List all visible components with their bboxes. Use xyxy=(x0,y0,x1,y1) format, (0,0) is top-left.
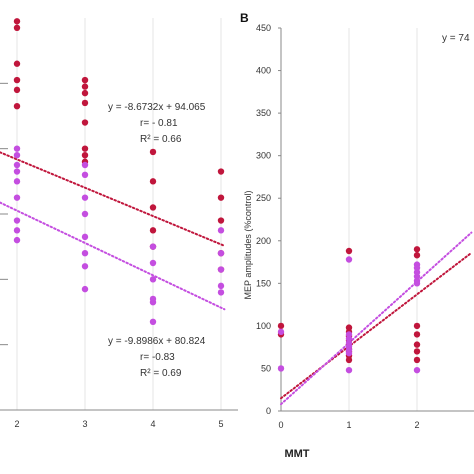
panel-a-series-2-point xyxy=(81,285,89,293)
panel-a-series-1-point xyxy=(149,204,157,211)
panel-a-equation-1-line: R² = 0.66 xyxy=(140,134,182,145)
panel-b-series-2-point xyxy=(345,366,353,374)
panel-b-y-tick-label: 50 xyxy=(261,363,271,373)
panel-b-series-2-point xyxy=(277,328,285,336)
panel-b-y-tick-label: 350 xyxy=(256,108,271,118)
panel-a-series-2-point xyxy=(149,299,157,306)
panel-b-series-1-point xyxy=(413,246,421,253)
panel-a-series-2-point xyxy=(81,171,89,178)
panel-a: 2 3 4 5 y = -8.6732x + 94.065 r= - 0.81 R² = 0… xyxy=(0,18,238,429)
panel-b-trendline-2 xyxy=(280,231,473,406)
panel-b-series-1-point xyxy=(413,322,421,330)
panel-a-x-tick-label: 3 xyxy=(82,419,87,429)
panel-b-y-tick-label: 400 xyxy=(256,66,271,76)
panel-a-series-1-point xyxy=(217,168,225,175)
panel-a-series-1-point xyxy=(217,217,225,224)
panel-a-series-2-point xyxy=(81,194,89,201)
panel-a-series-1-point xyxy=(13,103,21,110)
panel-a-series-2-point xyxy=(217,250,225,257)
panel-a-series-2-point xyxy=(149,259,157,267)
panel-a-equation-2-line: r= -0.83 xyxy=(140,352,175,363)
panel-a-series-2-point xyxy=(13,168,21,175)
panel-a-series-2-point xyxy=(13,145,21,152)
panel-b-series-2-point xyxy=(345,349,353,357)
panel-a-series-1-point xyxy=(81,152,89,159)
panel-a-series-1-point xyxy=(81,89,89,97)
panel-a-equation-2-line: R² = 0.69 xyxy=(140,368,182,379)
panel-b-trendline-1 xyxy=(280,251,473,400)
panel-b-y-tick-label: 150 xyxy=(256,278,271,288)
panel-a-series-2-point xyxy=(149,318,157,325)
panel-a-series-1-point xyxy=(81,119,89,126)
panel-a-equation-1-line: y = -8.6732x + 94.065 xyxy=(108,102,206,113)
panel-a-series-2-point xyxy=(149,243,157,250)
panel-b-y-axis-title: MEP amplitudes (%control) xyxy=(243,191,253,300)
panel-a-series-1-point xyxy=(13,18,21,25)
panel-b-series-1-point xyxy=(345,356,353,364)
panel-a-series-2-point xyxy=(217,289,225,296)
panel-a-series-1-point xyxy=(81,145,89,152)
panel-b-x-tick-label: 2 xyxy=(414,420,419,430)
panel-a-series-1-point xyxy=(13,60,21,67)
panel-b-series-2-point xyxy=(277,365,285,372)
panel-a-series-2-point xyxy=(81,263,89,270)
panel-a-series-2-point xyxy=(217,266,225,273)
panel-a-series-2-point xyxy=(13,152,21,159)
panel-b-series-1-point xyxy=(345,247,353,255)
panel-a-series-2-point xyxy=(13,161,21,169)
panel-b-y-tick-label: 200 xyxy=(256,236,271,246)
panel-a-series-1-point xyxy=(149,148,157,156)
panel-a-series-2-point xyxy=(81,210,89,218)
panel-a-series-2-point xyxy=(13,236,21,244)
panel-b-x-axis-title: MMT xyxy=(284,448,309,460)
panel-a-series-2-point xyxy=(217,282,225,290)
panel-b-y-tick-label: 450 xyxy=(256,23,271,33)
panel-a-series-2-point xyxy=(81,250,89,257)
panel-a-series-1-point xyxy=(149,178,157,185)
panel-a-series-2-point xyxy=(81,161,89,169)
panel-b-series-1-point xyxy=(413,356,421,364)
panel-b-series-1-point xyxy=(277,322,285,330)
panel-a-series-1-point xyxy=(81,83,89,90)
panel-b-equation-line: y = 74 xyxy=(442,33,470,44)
panel-a-series-1-point xyxy=(13,76,21,84)
panel-a-series-2-point xyxy=(13,194,21,201)
panel-b-series-1-point xyxy=(413,252,421,259)
panel-b-series-2-point xyxy=(413,280,421,287)
panel-a-trendline-1 xyxy=(0,151,226,247)
panel-b-y-tick-label: 300 xyxy=(256,151,271,161)
panel-b-y-tick-label: 0 xyxy=(266,406,271,416)
panel-a-series-2-point xyxy=(81,233,89,241)
panel-a-series-1-point xyxy=(81,76,89,84)
panel-b-x-tick-label: 1 xyxy=(346,420,351,430)
panel-b-x-tick-label: 0 xyxy=(278,420,283,430)
panel-b-series-2-point xyxy=(413,366,421,374)
panel-a-series-1-point xyxy=(217,194,225,201)
panel-b-series-2-point xyxy=(345,256,353,263)
panel-a-x-tick-label: 4 xyxy=(150,419,155,429)
panel-a-series-2-point xyxy=(149,276,157,283)
panel-a-series-2-point xyxy=(217,227,225,234)
panel-a-series-2-point xyxy=(13,178,21,185)
panel-b: 0 50 100 150 200 250 300 350 400 450 0 1 2 y = 74 B MEP… xyxy=(240,11,474,460)
panel-a-series-1-point xyxy=(81,99,89,107)
panel-b-label: B xyxy=(240,11,249,25)
panel-a-x-tick-label: 5 xyxy=(218,419,223,429)
panel-b-series-1-point xyxy=(413,341,421,348)
panel-b-y-tick-label: 100 xyxy=(256,321,271,331)
panel-a-equation-2-line: y = -9.8986x + 80.824 xyxy=(108,336,206,347)
panel-a-equation-1-line: r= - 0.81 xyxy=(140,118,178,129)
panel-a-series-1-point xyxy=(149,227,157,234)
panel-b-y-tick-label: 250 xyxy=(256,193,271,203)
panel-a-x-tick-label: 2 xyxy=(14,419,19,429)
panel-a-series-1-point xyxy=(13,24,21,31)
panel-a-series-1-point xyxy=(13,86,21,94)
panel-a-series-2-point xyxy=(13,227,21,234)
panel-a-trendline-2 xyxy=(0,201,226,311)
panel-a-series-2-point xyxy=(13,217,21,224)
panel-b-series-1-point xyxy=(413,348,421,355)
panel-b-series-1-point xyxy=(413,331,421,338)
